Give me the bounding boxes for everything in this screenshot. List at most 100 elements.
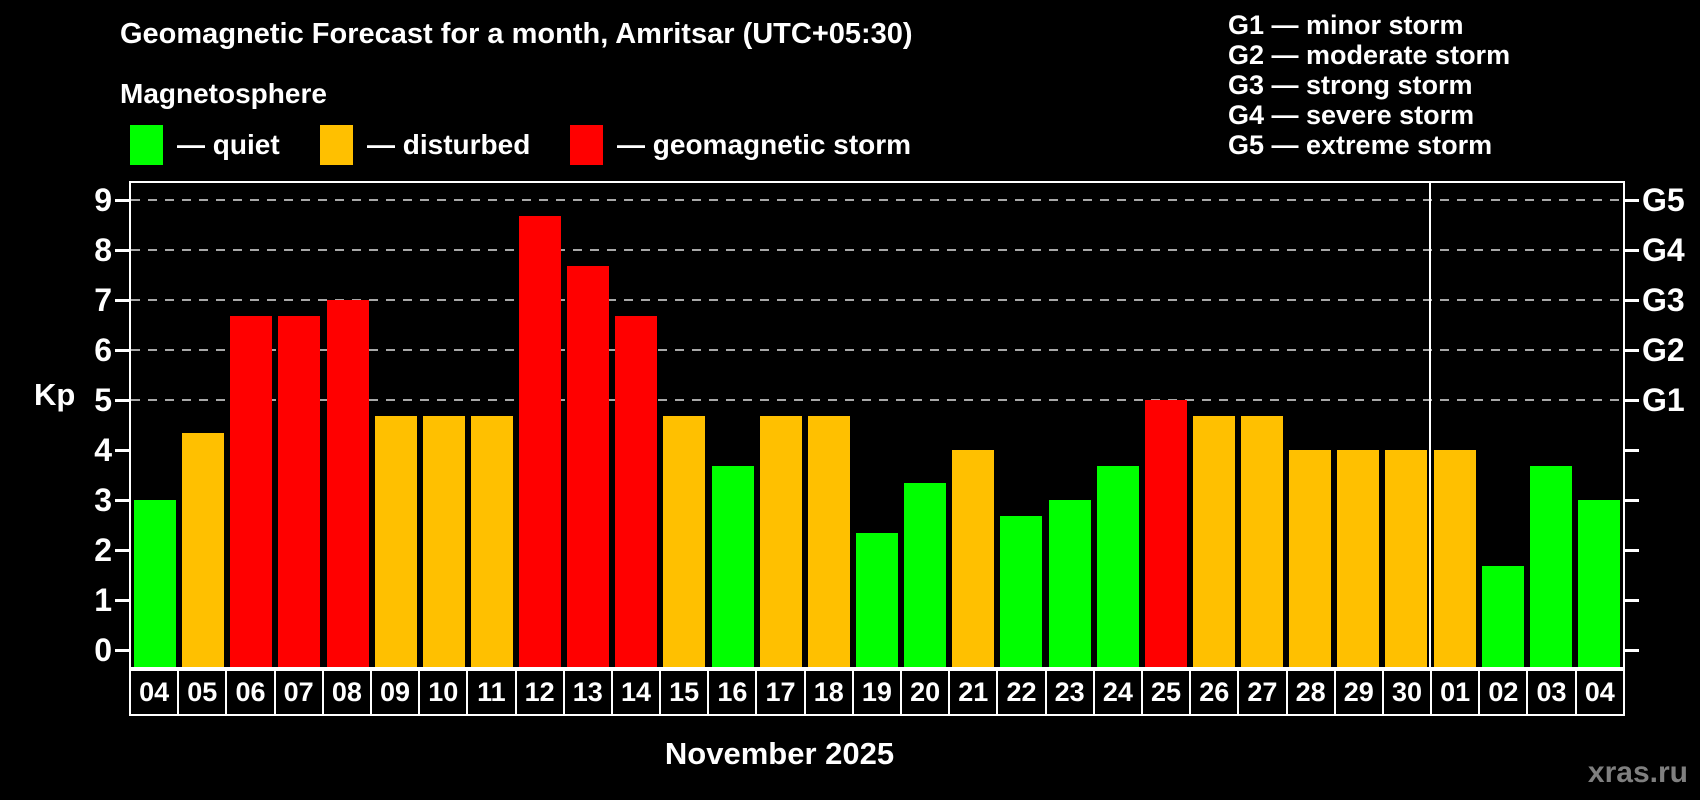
day-label-nov-09: 09 xyxy=(369,669,421,716)
right-tick-kp-7 xyxy=(1625,299,1639,302)
day-label-nov-18: 18 xyxy=(803,669,854,716)
kp-bar-nov-22 xyxy=(1000,516,1042,667)
y-tick-label-2: 2 xyxy=(94,532,112,568)
y-tick-label-0: 0 xyxy=(94,632,112,668)
x-axis-day-labels: 04 05 06 07 08 09 10 11 12 13 14 15 16 17 18 19 20 21 22 23… xyxy=(129,669,1625,716)
right-tick-kp-4 xyxy=(1625,449,1639,452)
legend-item-disturbed: — disturbed xyxy=(320,122,530,167)
kp-bar-nov-21 xyxy=(952,450,994,667)
right-tick-kp-1 xyxy=(1625,599,1639,602)
day-label-nov-12: 12 xyxy=(514,669,565,716)
kp-bar-nov-27 xyxy=(1241,416,1283,667)
kp-bar-nov-07 xyxy=(278,316,320,667)
left-tick-kp-3 xyxy=(115,499,129,502)
left-tick-kp-7 xyxy=(115,299,129,302)
kp-bar-nov-10 xyxy=(423,416,465,667)
kp-bar-nov-17 xyxy=(760,416,802,667)
legend-item-storm: — geomagnetic storm xyxy=(570,122,911,167)
y-tick-label-3: 3 xyxy=(94,482,112,518)
day-label-dec-03: 03 xyxy=(1526,669,1577,716)
g-scale-legend: G1 — minor storm G2 — moderate storm G3 … xyxy=(1228,10,1510,160)
g-legend-line-g4: G4 — severe storm xyxy=(1228,100,1475,130)
day-label-nov-11: 11 xyxy=(466,669,517,716)
kp-bar-nov-13 xyxy=(567,266,609,667)
day-label-nov-19: 19 xyxy=(851,669,902,716)
right-tick-kp-6 xyxy=(1625,349,1639,352)
day-label-nov-26: 26 xyxy=(1189,669,1240,716)
kp-bar-nov-16 xyxy=(712,466,754,667)
day-label-nov-29: 29 xyxy=(1333,669,1384,716)
day-label-nov-28: 28 xyxy=(1285,669,1336,716)
kp-bar-dec-01 xyxy=(1434,450,1476,667)
gridline-kp-8 xyxy=(131,249,1623,251)
gridline-kp-5 xyxy=(131,399,1623,401)
day-label-nov-17: 17 xyxy=(755,669,806,716)
gridline-kp-9 xyxy=(131,199,1623,201)
kp-bar-dec-04 xyxy=(1578,500,1620,667)
day-label-dec-01: 01 xyxy=(1430,669,1481,716)
y-tick-label-8: 8 xyxy=(94,232,112,268)
kp-bar-nov-14 xyxy=(615,316,657,667)
right-tick-kp-5 xyxy=(1625,399,1639,402)
kp-bar-nov-08 xyxy=(327,300,369,667)
kp-bar-nov-25 xyxy=(1145,400,1187,667)
day-label-nov-22: 22 xyxy=(996,669,1047,716)
y-tick-label-6: 6 xyxy=(94,332,112,368)
x-axis-month-caption: November 2025 xyxy=(664,736,895,771)
g-axis-label-g2: G2 xyxy=(1642,332,1685,368)
page-title: Geomagnetic Forecast for a month, Amrits… xyxy=(120,18,913,50)
chart-plot-area xyxy=(129,181,1625,669)
right-tick-kp-8 xyxy=(1625,249,1639,252)
day-label-nov-13: 13 xyxy=(562,669,613,716)
left-tick-kp-1 xyxy=(115,599,129,602)
day-label-nov-08: 08 xyxy=(321,669,372,716)
left-tick-kp-8 xyxy=(115,249,129,252)
left-tick-kp-5 xyxy=(115,399,129,402)
left-tick-kp-0 xyxy=(115,649,129,652)
kp-bar-nov-26 xyxy=(1193,416,1235,667)
kp-bar-nov-06 xyxy=(230,316,272,667)
g-axis-label-g4: G4 xyxy=(1642,232,1685,268)
gridline-kp-6 xyxy=(131,349,1623,351)
legend-label-quiet: — quiet xyxy=(177,128,280,160)
g-legend-line-g1: G1 — minor storm xyxy=(1228,10,1464,40)
g-axis-label-g1: G1 xyxy=(1642,382,1685,418)
right-tick-kp-2 xyxy=(1625,549,1639,552)
g-axis-label-g5: G5 xyxy=(1642,182,1685,218)
y-tick-label-4: 4 xyxy=(94,432,112,468)
day-label-nov-21: 21 xyxy=(948,669,999,716)
watermark: xras.ru xyxy=(1587,756,1688,789)
gridline-kp-7 xyxy=(131,299,1623,301)
quiet-color-swatch xyxy=(130,124,163,165)
right-tick-kp-3 xyxy=(1625,499,1639,502)
day-label-nov-25: 25 xyxy=(1140,669,1192,716)
kp-bar-dec-03 xyxy=(1530,466,1572,667)
left-tick-kp-4 xyxy=(115,449,129,452)
left-tick-kp-9 xyxy=(115,199,129,202)
kp-bar-nov-05 xyxy=(182,433,224,667)
y-tick-label-9: 9 xyxy=(94,182,112,218)
day-label-nov-23: 23 xyxy=(1044,669,1095,716)
y-tick-label-5: 5 xyxy=(94,382,112,418)
storm-color-swatch xyxy=(570,124,603,165)
day-label-dec-02: 02 xyxy=(1478,669,1529,716)
kp-bar-nov-23 xyxy=(1049,500,1091,667)
kp-bar-nov-09 xyxy=(375,416,417,667)
g-legend-line-g2: G2 — moderate storm xyxy=(1228,40,1511,70)
day-label-nov-06: 06 xyxy=(225,669,276,716)
y-axis-label: Kp xyxy=(34,377,76,412)
kp-bar-nov-12 xyxy=(519,216,561,667)
kp-bar-nov-18 xyxy=(808,416,850,667)
day-label-nov-14: 14 xyxy=(610,669,662,716)
day-label-nov-16: 16 xyxy=(707,669,758,716)
day-label-nov-04: 04 xyxy=(129,669,180,716)
disturbed-color-swatch xyxy=(320,124,353,165)
g-legend-line-g3: G3 — strong storm xyxy=(1228,70,1473,100)
kp-bar-nov-29 xyxy=(1337,450,1379,667)
chart-subtitle: Magnetosphere xyxy=(120,78,327,109)
day-label-nov-27: 27 xyxy=(1237,669,1288,716)
kp-bar-nov-24 xyxy=(1097,466,1139,667)
kp-bar-nov-30 xyxy=(1385,450,1427,667)
day-label-nov-15: 15 xyxy=(659,669,710,716)
